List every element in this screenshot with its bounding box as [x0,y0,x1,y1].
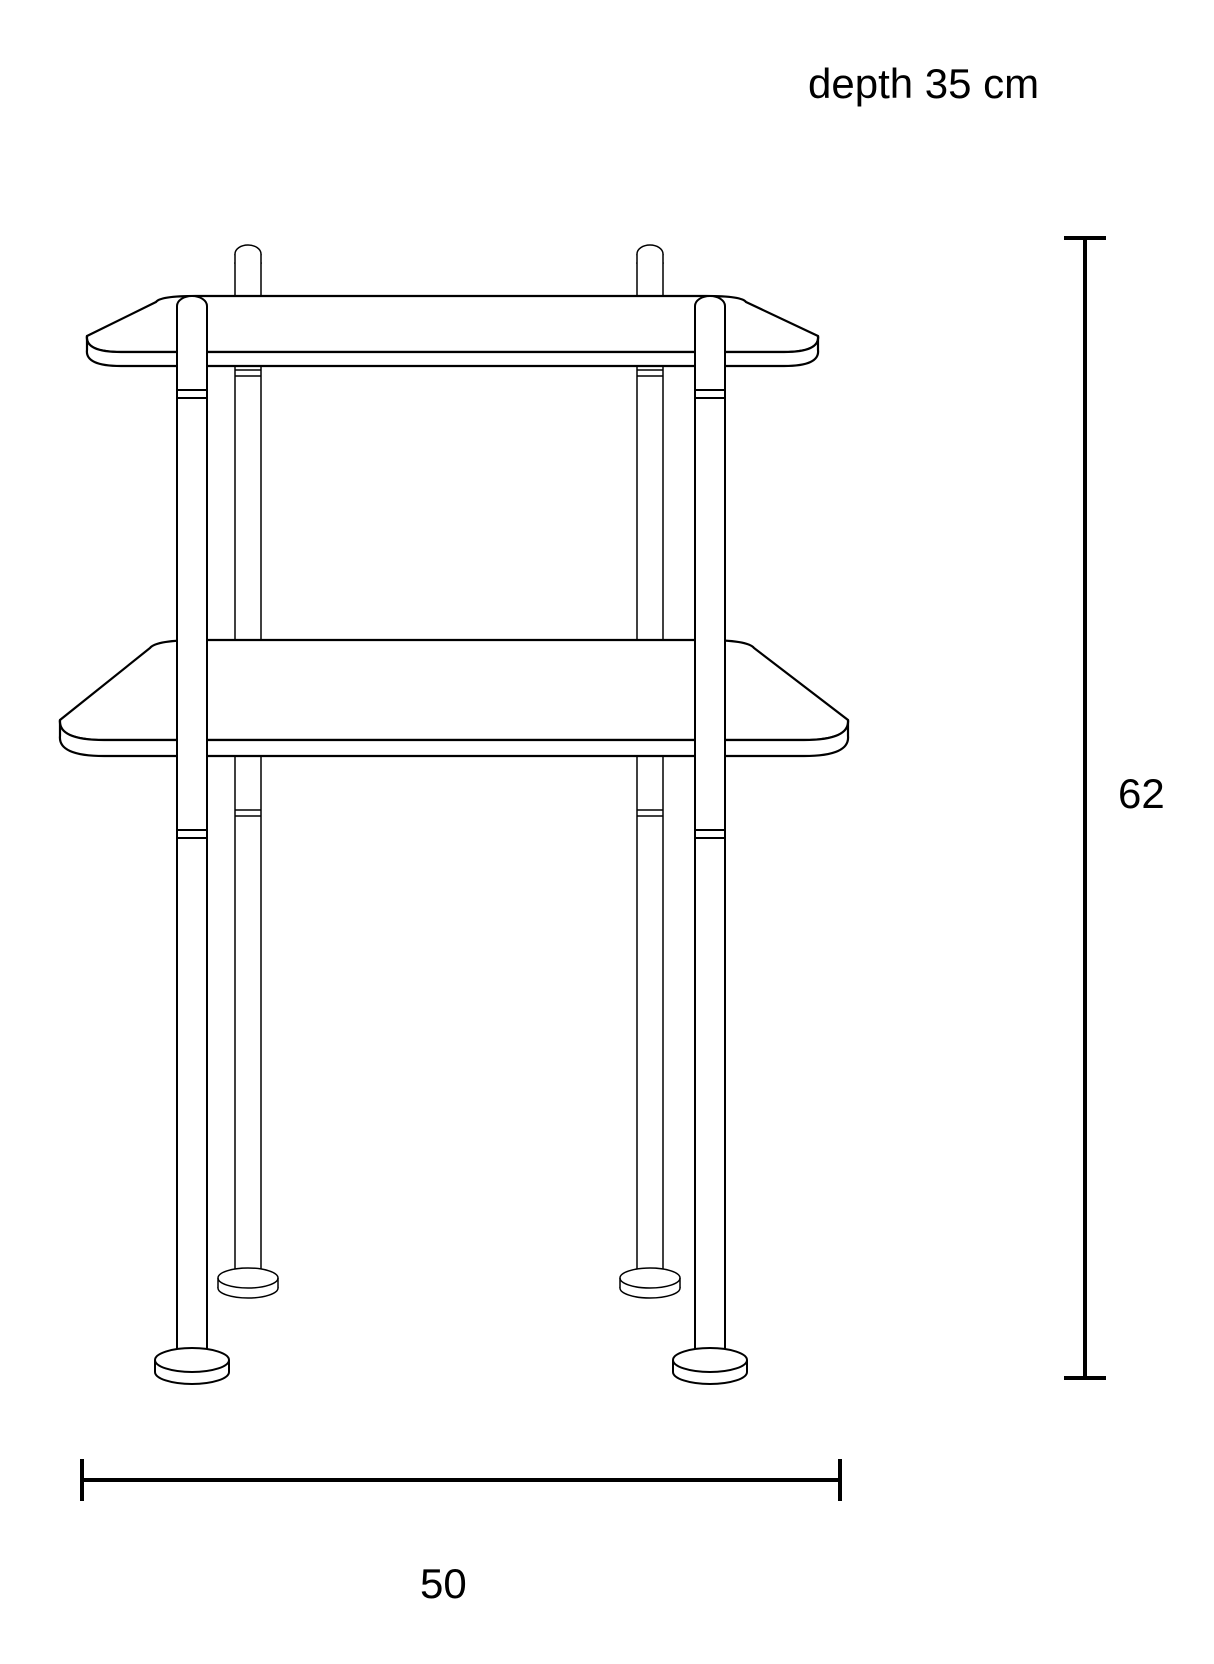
width-dimension-line [82,1459,840,1501]
height-dimension-line [1064,238,1106,1378]
diagram-canvas: depth 35 cm 62 50 [0,0,1214,1664]
back-left-leg [218,245,278,1298]
front-left-leg [155,296,229,1384]
back-right-leg [620,245,680,1298]
front-right-leg [673,296,747,1384]
table-line-drawing [0,0,1214,1664]
